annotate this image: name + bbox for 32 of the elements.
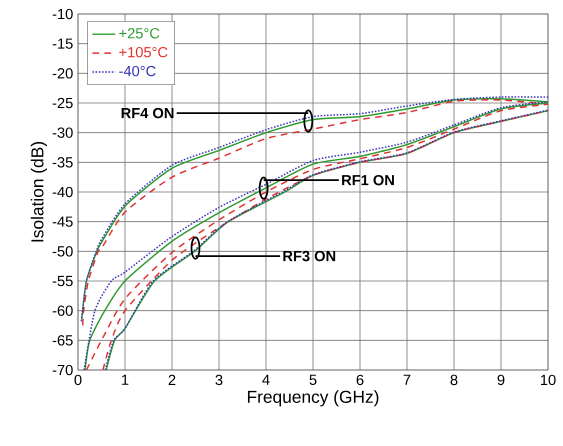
y-tick-label: -15 — [52, 38, 73, 49]
x-tick-label: 5 — [310, 374, 316, 385]
x-tick-label: 2 — [168, 374, 176, 385]
annotation: RF4 ON — [122, 108, 174, 118]
x-tick-label: 9 — [498, 374, 504, 386]
y-tick-label: -25 — [52, 98, 73, 108]
y-tick-label: -20 — [52, 68, 73, 79]
y-axis-title: Isolation (dB) — [30, 142, 47, 242]
legend-label: +25°C — [119, 28, 160, 38]
x-tick-label: 8 — [450, 374, 458, 386]
x-tick-label: 6 — [356, 374, 364, 386]
x-tick-label: 1 — [122, 374, 128, 385]
legend-label: +105°C — [119, 46, 168, 58]
y-tick-label: -40 — [52, 186, 73, 198]
y-tick-label: -10 — [52, 8, 73, 20]
y-tick-label: -65 — [52, 335, 73, 346]
legend-label: -40°C — [119, 66, 156, 76]
x-tick-label: 3 — [215, 374, 222, 386]
y-tick-label: -60 — [52, 305, 73, 316]
x-tick-label: 4 — [262, 374, 270, 385]
x-axis-title: Frequency (GHz) — [248, 390, 378, 406]
annotation: RF3 ON — [283, 250, 336, 262]
y-tick-label: -45 — [52, 216, 73, 227]
y-tick-label: -70 — [52, 364, 73, 376]
y-tick-label: -50 — [52, 246, 73, 257]
x-tick-label: 7 — [404, 374, 410, 385]
x-tick-label: 10 — [540, 374, 556, 386]
annotation: RF1 ON — [342, 174, 394, 186]
x-tick-label: 0 — [74, 374, 82, 386]
y-tick-label: -35 — [52, 157, 73, 168]
y-tick-label: -55 — [52, 276, 73, 286]
y-tick-label: -30 — [52, 127, 73, 138]
